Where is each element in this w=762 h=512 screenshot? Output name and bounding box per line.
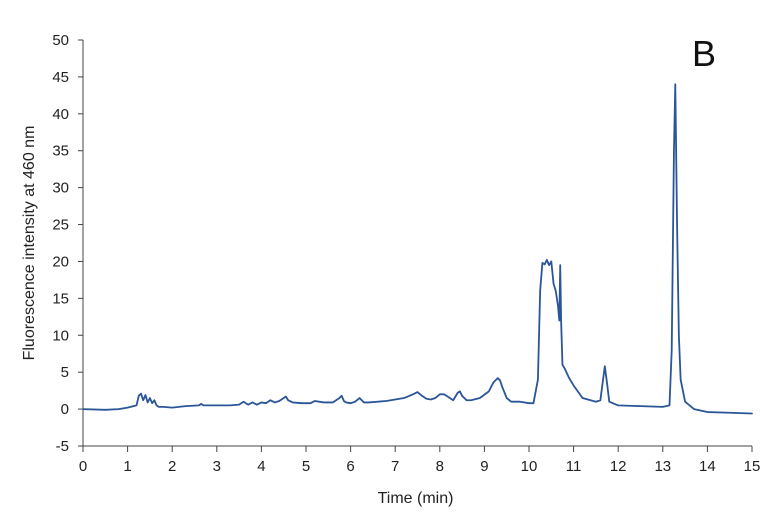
series-group (82, 83, 753, 415)
x-tick-label: 8 (436, 458, 444, 475)
x-tick-label: 10 (521, 458, 538, 475)
x-tick-label: 0 (79, 458, 87, 475)
x-tick-label: 4 (257, 458, 265, 475)
x-tick-label: 11 (566, 458, 582, 475)
x-tick-label: 2 (168, 458, 176, 475)
x-tick-label: 15 (744, 458, 761, 475)
y-tick-label: 45 (52, 69, 69, 86)
x-axis-title: Time (min) (378, 490, 454, 507)
x-tick-label: 9 (480, 458, 488, 475)
x-tick-label: 14 (699, 458, 716, 475)
x-tick-label: 7 (391, 458, 399, 475)
x-tick-label: 12 (610, 458, 627, 475)
x-axis: 0 1 2 3 4 5 6 7 8 9 10 11 12 13 14 15 (79, 445, 761, 475)
y-tick-label: 30 (52, 180, 69, 197)
y-tick-label: 50 (52, 32, 69, 49)
chromatogram-trace (82, 83, 753, 415)
y-tick-label: 20 (52, 253, 69, 270)
x-tick-label: 13 (654, 458, 671, 475)
x-tick-label: 3 (213, 458, 221, 475)
x-tick-label: 1 (123, 458, 131, 475)
y-tick-label: 0 (61, 401, 69, 418)
y-tick-label: 35 (52, 143, 69, 160)
panel-label: B (692, 33, 716, 74)
x-tick-label: 5 (302, 458, 310, 475)
y-axis: -5 0 5 10 15 20 25 30 35 40 45 50 (52, 32, 84, 455)
y-axis-title: Fluorescence intensity at 460 nm (21, 126, 38, 361)
x-tick-label: 6 (346, 458, 354, 475)
y-tick-label: 10 (52, 327, 69, 344)
y-tick-label: 15 (52, 290, 69, 307)
y-tick-label: 5 (61, 364, 69, 381)
x-ticks: 0 1 2 3 4 5 6 7 8 9 10 11 12 13 14 15 (79, 446, 761, 475)
y-tick-label: 25 (52, 217, 69, 234)
y-ticks: -5 0 5 10 15 20 25 30 35 40 45 50 (52, 32, 83, 455)
y-tick-label: 40 (52, 106, 69, 123)
y-tick-label: -5 (56, 438, 69, 455)
